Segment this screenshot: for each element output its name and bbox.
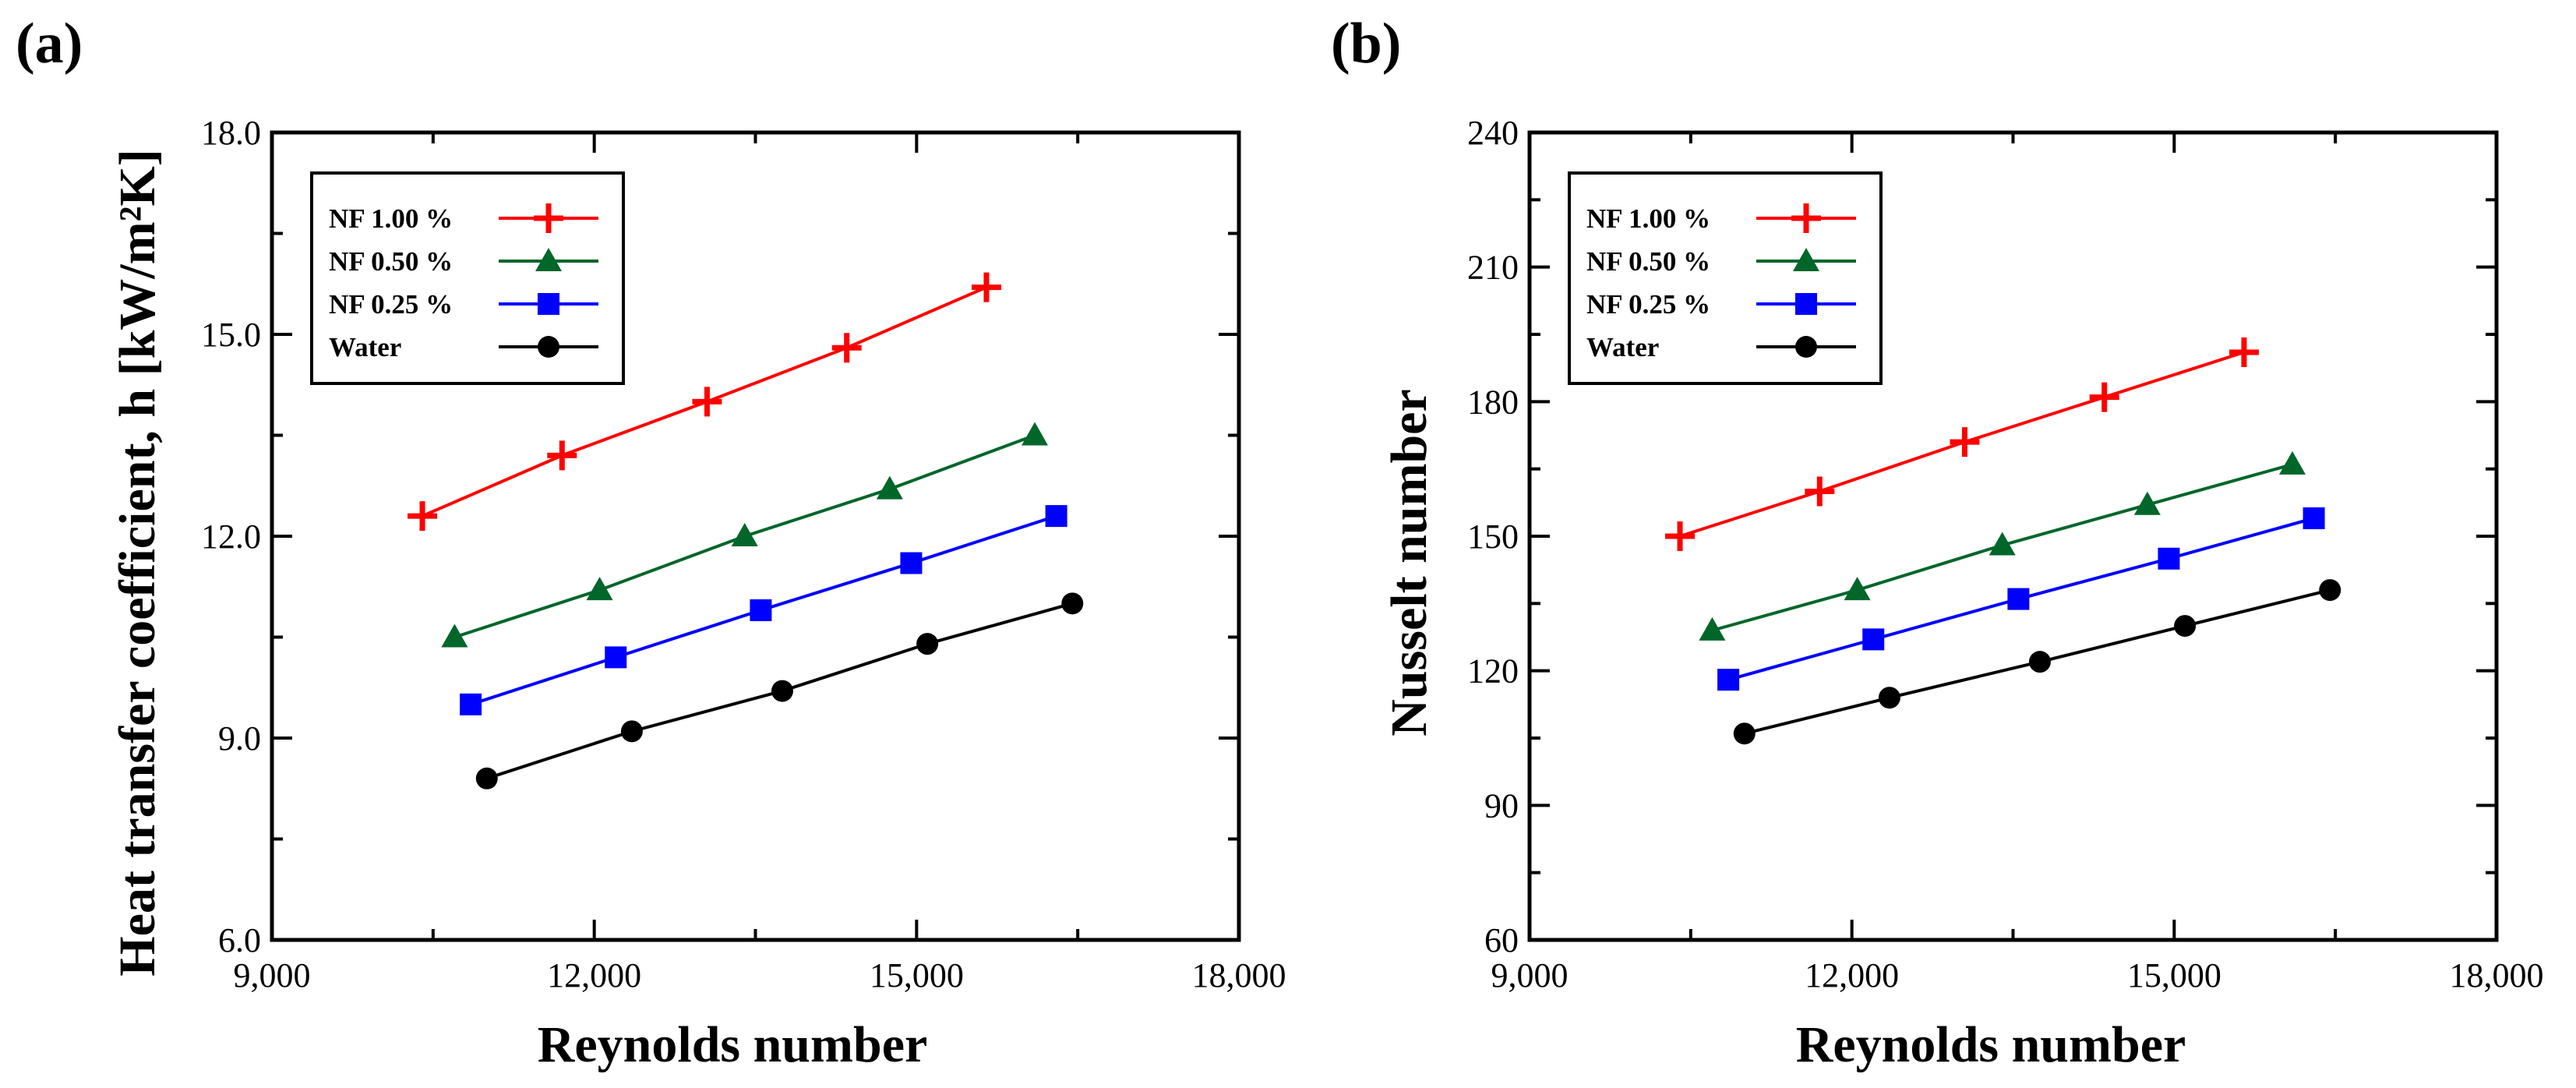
data-point [2228,337,2259,368]
x-tick-label: 9,000 [1491,956,1569,994]
y-tick-label: 18.0 [201,114,261,152]
legend-marker [535,248,562,271]
x-tick-label: 15,000 [870,956,964,994]
data-point [1862,628,1885,651]
legend-marker [534,203,563,233]
legend-marker [1795,336,1817,358]
x-tick-label: 18,000 [1192,956,1286,994]
y-tick-label: 9.0 [218,719,261,758]
data-point [900,552,923,574]
x-tick-label: 9,000 [234,956,311,994]
legend-label: NF 0.25 % [1586,289,1710,320]
data-point [1699,616,1726,641]
chart-panel-b: (b) 9,000 12,000 15,000 18,000 60 90 120 150 180… [1331,12,2544,1073]
y-tick-label: 120 [1467,652,1519,691]
data-point [620,720,643,743]
y-tick-label: 90 [1484,786,1519,825]
y-tick-label: 6.0 [218,921,261,959]
data-point [1045,505,1067,528]
data-point [2089,382,2119,412]
data-point [2007,588,2030,610]
data-point [1805,476,1835,507]
data-point [408,501,438,532]
legend-label: NF 0.50 % [1586,246,1710,277]
data-point [1061,592,1084,615]
x-axis-title: Reynolds number [538,1016,928,1073]
data-point [1717,669,1740,691]
panel-label: (a) [16,12,83,76]
panel-label: (b) [1331,12,1401,76]
data-point [831,333,862,363]
data-point [586,577,613,601]
y-tick-label: 15.0 [201,316,261,354]
legend-label: NF 1.00 % [329,203,453,234]
data-point [2158,547,2180,570]
y-tick-label: 240 [1467,114,1519,152]
data-point [692,387,722,417]
data-point [441,623,468,648]
data-point [2303,507,2325,529]
legend-marker [1791,203,1821,233]
y-tick-label: 150 [1467,518,1519,556]
data-point [750,599,772,621]
data-point [475,767,498,790]
legend-label: NF 1.00 % [1586,203,1710,234]
data-point [2133,491,2161,515]
y-tick-label: 180 [1467,383,1519,421]
data-point [771,680,793,702]
x-tick-label: 12,000 [547,956,641,994]
data-point [1665,521,1696,551]
legend-label: NF 0.50 % [329,246,453,277]
data-point [1878,687,1900,709]
data-point [1844,577,1871,601]
y-axis-title: Nusselt number [1381,389,1438,737]
x-tick-label: 12,000 [1805,956,1899,994]
legend-label: Water [329,332,401,362]
data-point [1022,422,1049,446]
y-tick-label: 12.0 [201,518,261,556]
legend-label: Water [1586,332,1659,362]
data-point [605,646,627,669]
data-point [1988,532,2016,556]
data-point [2279,450,2306,475]
data-point [916,633,939,655]
data-point [2028,651,2051,673]
chart-panel-a: (a) 9,000 12,000 15,000 18,000 6.0 9.0 12.0 15.… [16,12,1286,1073]
y-tick-label: 210 [1467,249,1519,287]
legend-marker [1795,293,1817,315]
x-tick-label: 15,000 [2127,956,2221,994]
data-point [2319,579,2341,602]
legend-marker [1793,248,1819,271]
data-point [731,523,758,546]
data-point [1733,722,1756,745]
y-axis-title: Heat transfer coefficient, h [kW/m²K] [109,149,166,976]
data-point [1950,427,1980,457]
data-point [547,440,577,471]
x-axis-title: Reynolds number [1796,1016,2186,1073]
y-tick-label: 60 [1484,921,1519,959]
data-point [971,272,1001,302]
legend-marker [538,293,559,315]
data-point [876,475,903,500]
x-tick-label: 18,000 [2450,956,2544,994]
data-point [2174,615,2197,638]
data-point [460,693,482,715]
legend-label: NF 0.25 % [329,289,453,320]
legend-marker [538,336,559,358]
